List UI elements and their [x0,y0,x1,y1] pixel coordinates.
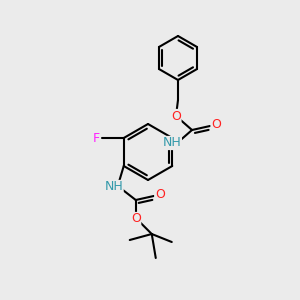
Text: O: O [171,110,181,122]
Text: O: O [211,118,221,131]
Text: NH: NH [163,136,182,149]
Text: NH: NH [104,181,123,194]
Text: F: F [93,131,100,145]
Text: O: O [155,188,165,202]
Text: O: O [131,212,141,226]
